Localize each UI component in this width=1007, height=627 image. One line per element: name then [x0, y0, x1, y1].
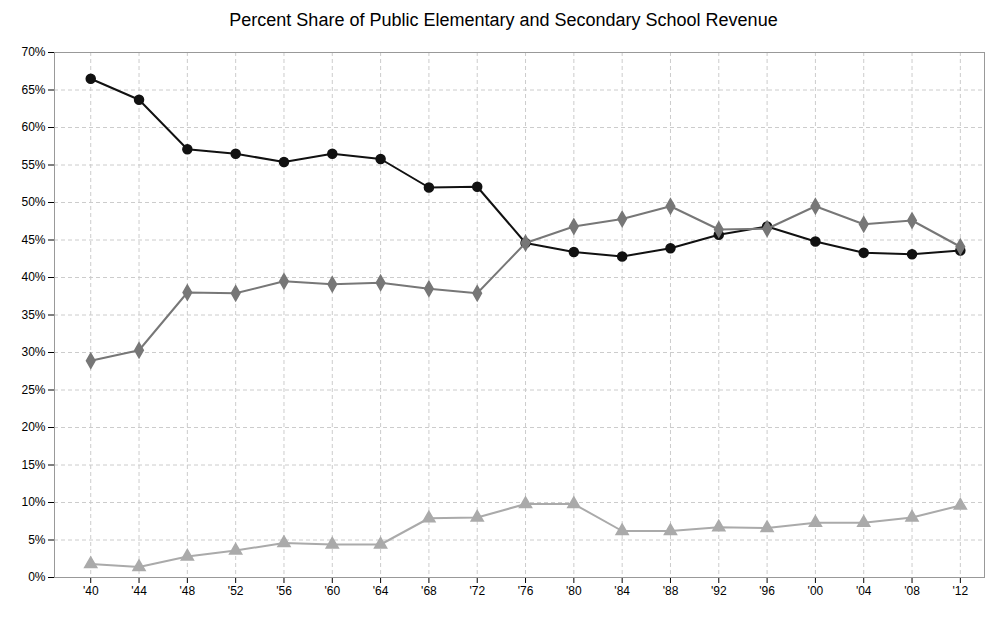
html-text:Percent Share of Public Elemen: Percent Share of Public Elementary and S… [229, 10, 778, 30]
svg-text:'12: '12 [952, 584, 968, 598]
svg-text:'40: '40 [82, 584, 98, 598]
svg-text:'84: '84 [614, 584, 630, 598]
svg-text:'04: '04 [855, 584, 871, 598]
svg-text:'76: '76 [517, 584, 533, 598]
svg-text:0%: 0% [28, 570, 46, 584]
svg-text:55%: 55% [21, 158, 45, 172]
svg-text:'88: '88 [662, 584, 678, 598]
svg-text:40%: 40% [21, 270, 45, 284]
svg-text:'00: '00 [807, 584, 823, 598]
svg-text:'72: '72 [469, 584, 485, 598]
svg-text:'52: '52 [227, 584, 243, 598]
svg-text:'48: '48 [179, 584, 195, 598]
svg-text:60%: 60% [21, 120, 45, 134]
svg-text:'64: '64 [372, 584, 388, 598]
svg-text:'60: '60 [324, 584, 340, 598]
svg-text:15%: 15% [21, 458, 45, 472]
svg-text:70%: 70% [21, 45, 45, 59]
svg-text:'68: '68 [421, 584, 437, 598]
svg-text:45%: 45% [21, 233, 45, 247]
svg-text:'44: '44 [131, 584, 147, 598]
svg-text:'80: '80 [566, 584, 582, 598]
svg-text:'56: '56 [276, 584, 292, 598]
svg-text:10%: 10% [21, 495, 45, 509]
svg-text:30%: 30% [21, 345, 45, 359]
svg-text:50%: 50% [21, 195, 45, 209]
svg-text:5%: 5% [28, 533, 46, 547]
svg-text:25%: 25% [21, 383, 45, 397]
svg-text:'96: '96 [759, 584, 775, 598]
svg-text:65%: 65% [21, 83, 45, 97]
svg-text:'08: '08 [904, 584, 920, 598]
svg-text:20%: 20% [21, 420, 45, 434]
svg-text:35%: 35% [21, 308, 45, 322]
svg-text:'92: '92 [710, 584, 726, 598]
